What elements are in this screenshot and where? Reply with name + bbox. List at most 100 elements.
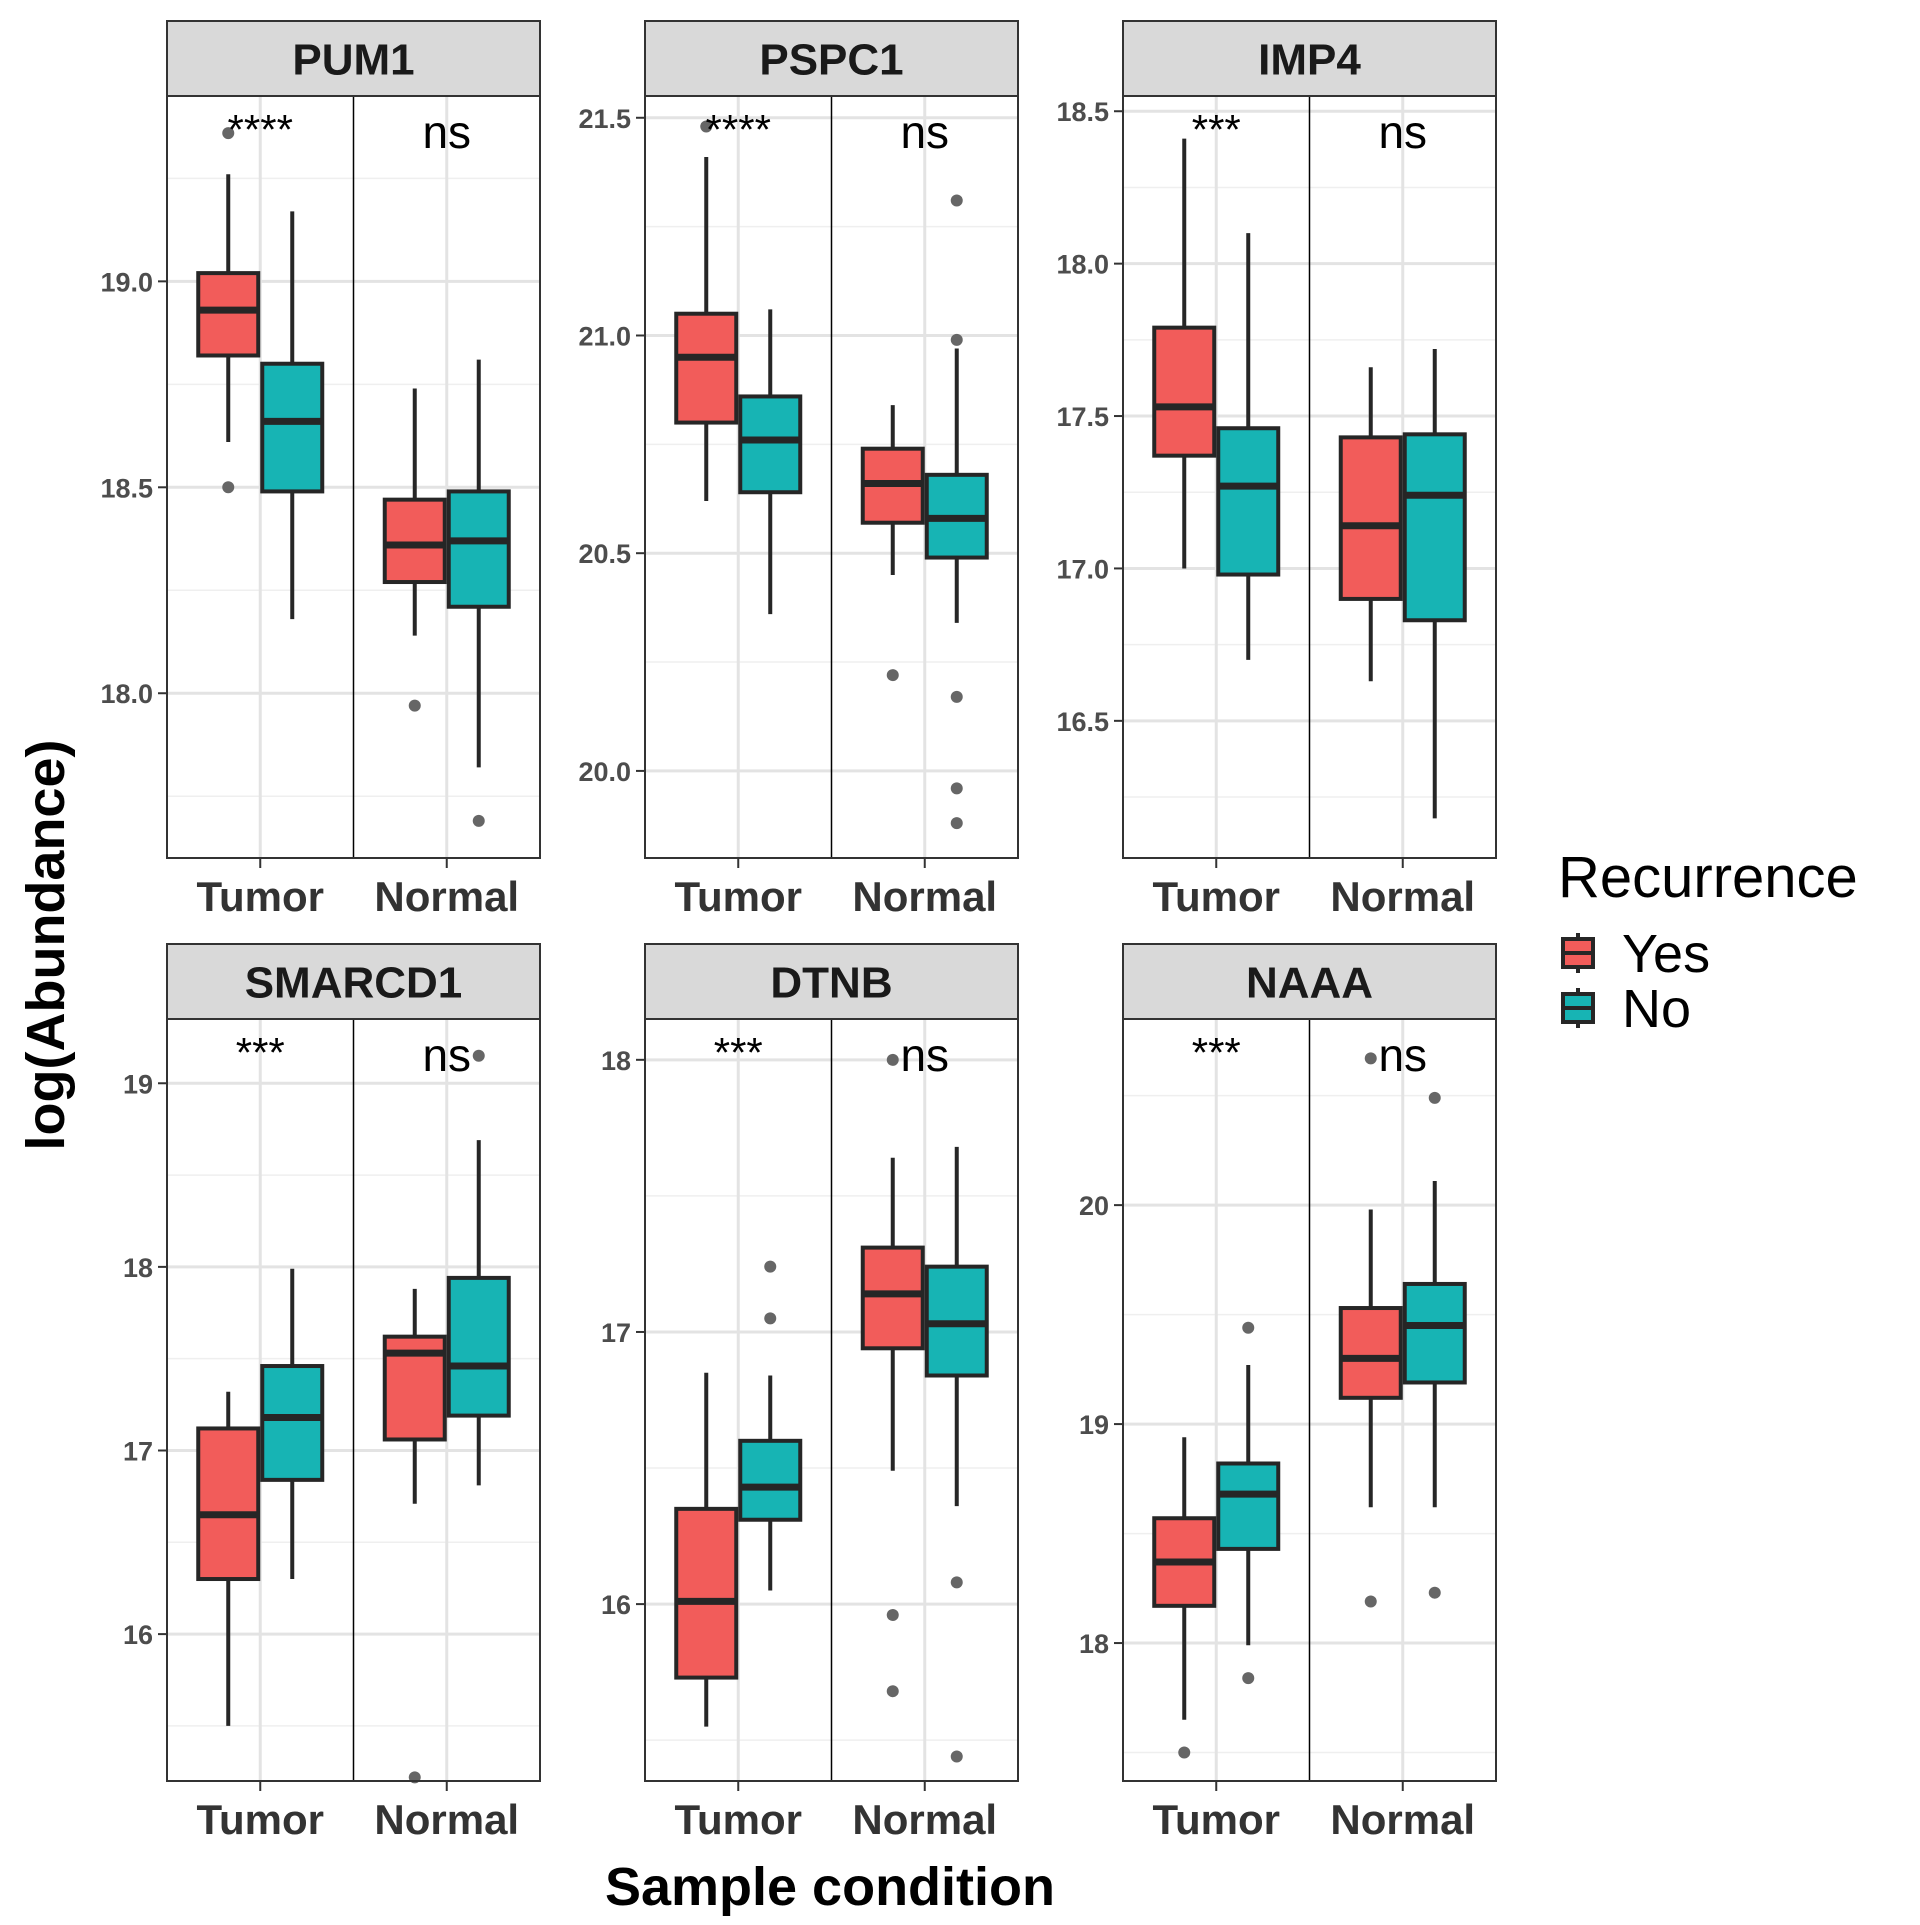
facet-title: DTNB [770, 959, 892, 1008]
box-tumor-yes [1152, 138, 1217, 569]
box-tumor-no [1216, 1321, 1281, 1685]
facet-panel: PUM1 18.0 18.5 19.0 **** ns Tumor Normal [100, 20, 541, 920]
facet-strip [644, 20, 1019, 97]
outlier-point [1178, 1746, 1191, 1759]
outlier-point [1428, 1586, 1441, 1599]
x-tick-label: Tumor [1152, 1796, 1280, 1843]
box-normal-yes [382, 1288, 447, 1784]
facet-strip [1122, 943, 1497, 1020]
outlier-point [408, 699, 421, 712]
facet-panel: DTNB 16 17 18 *** ns Tumor Normal [601, 943, 1019, 1843]
legend-item-yes: Yes [1561, 924, 1710, 984]
outlier-point [764, 1260, 777, 1273]
outlier-point [222, 481, 235, 494]
y-tick-label: 18.0 [1056, 250, 1109, 280]
outlier-point [222, 127, 235, 140]
y-tick-label: 18.5 [100, 473, 153, 503]
box-normal-no [924, 194, 989, 830]
significance-label: ns [422, 1029, 471, 1081]
y-tick-label: 19 [123, 1069, 153, 1099]
y-tick-label: 20 [1079, 1191, 1109, 1221]
facet-panel: SMARCD1 16 17 18 19 *** ns Tumor Normal [123, 943, 541, 1843]
y-tick-label: 18.5 [1056, 97, 1109, 127]
legend-item-no: No [1561, 979, 1691, 1039]
box-normal-no [924, 1146, 989, 1763]
panel-border [644, 95, 1019, 859]
outlier-point [950, 333, 963, 346]
facet-title: NAAA [1246, 959, 1373, 1008]
facet-panel: NAAA 18 19 20 *** ns Tumor Normal [1079, 943, 1497, 1843]
box-tumor-no [1216, 233, 1281, 660]
box-iqr [674, 311, 739, 425]
box-iqr [1338, 435, 1403, 601]
y-tick-label: 17.0 [1056, 554, 1109, 584]
box-iqr [260, 361, 325, 494]
y-tick-label: 19 [1079, 1410, 1109, 1440]
box-normal-no [1402, 1091, 1467, 1599]
significance-label: ns [1378, 1029, 1427, 1081]
box-tumor-yes [674, 120, 739, 501]
y-tick-label: 16 [601, 1590, 631, 1620]
box-tumor-no [260, 1268, 325, 1580]
outlier-point [950, 782, 963, 795]
outlier-point [886, 1053, 899, 1066]
box-iqr [860, 1245, 925, 1351]
y-tick-label: 17 [601, 1318, 631, 1348]
box-normal-no [1402, 348, 1467, 819]
facet-panel: IMP4 16.5 17.0 17.5 18.0 18.5 *** ns Tumor Normal [1056, 20, 1497, 920]
box-iqr [196, 1426, 261, 1582]
box-iqr [1338, 1306, 1403, 1400]
significance-label: *** [714, 1029, 763, 1076]
x-tick-label: Normal [1330, 873, 1475, 920]
panel-border [1122, 95, 1497, 859]
facet-strip [166, 20, 541, 97]
outlier-point [472, 814, 485, 827]
panel-border [644, 1018, 1019, 1782]
facet-title: IMP4 [1258, 36, 1361, 85]
legend-label: Yes [1622, 924, 1710, 984]
box-tumor-yes [674, 1372, 739, 1727]
x-tick-label: Normal [852, 1796, 997, 1843]
panel-border [1122, 1018, 1497, 1782]
x-tick-label: Tumor [674, 873, 802, 920]
y-tick-label: 18 [601, 1046, 631, 1076]
significance-label: ns [422, 106, 471, 158]
box-normal-yes [860, 405, 925, 682]
outlier-point [950, 194, 963, 207]
y-tick-label: 21.5 [578, 104, 631, 134]
box-iqr [738, 394, 803, 495]
box-tumor-yes [1152, 1437, 1217, 1759]
panel-border [166, 95, 541, 859]
significance-label: ns [1378, 106, 1427, 158]
significance-label: *** [236, 1029, 285, 1076]
outlier-point [1364, 1595, 1377, 1608]
box-normal-yes [860, 1053, 925, 1698]
box-tumor-no [738, 1260, 803, 1591]
x-tick-label: Tumor [196, 873, 324, 920]
facet-panel: PSPC1 20.0 20.5 21.0 21.5 **** ns Tumor Normal [578, 20, 1019, 920]
box-normal-no [446, 1049, 511, 1486]
x-tick-label: Tumor [196, 1796, 324, 1843]
outlier-point [950, 1576, 963, 1589]
box-tumor-yes [196, 1391, 261, 1726]
box-iqr [738, 1438, 803, 1522]
y-tick-label: 18.0 [100, 679, 153, 709]
box-tumor-yes [196, 127, 261, 494]
outlier-point [950, 1750, 963, 1763]
box-normal-yes [382, 388, 447, 712]
y-tick-label: 17 [123, 1436, 153, 1466]
significance-label: **** [706, 106, 771, 153]
outlier-point [700, 120, 713, 133]
y-tick-label: 20.5 [578, 539, 631, 569]
y-axis-title: log(Abundance) [16, 740, 76, 1151]
box-normal-yes [1338, 1052, 1403, 1608]
significance-label: *** [1192, 106, 1241, 153]
significance-label: ns [900, 106, 949, 158]
box-iqr [446, 489, 511, 609]
y-tick-label: 19.0 [100, 267, 153, 297]
facet-title: PSPC1 [759, 36, 903, 85]
legend-label: No [1622, 979, 1691, 1039]
facet-strip [1122, 20, 1497, 97]
